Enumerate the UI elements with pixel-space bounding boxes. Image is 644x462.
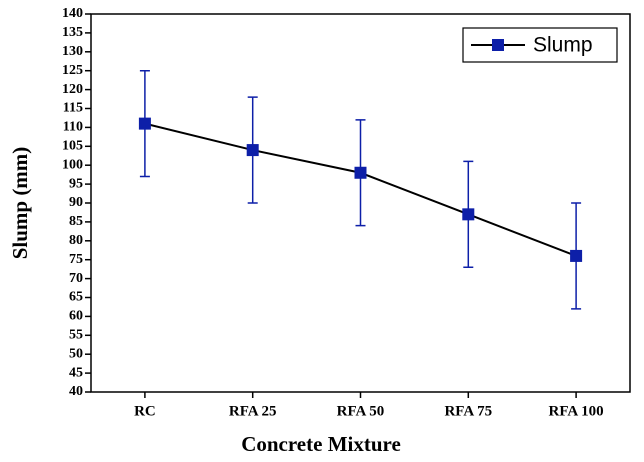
y-axis-label: Slump (mm) [8,147,32,260]
y-tick-label: 120 [62,82,83,97]
data-marker [138,117,151,130]
data-marker [354,166,367,179]
y-tick-label: 140 [62,6,83,21]
x-tick-label: RFA 25 [229,403,277,419]
y-tick-label: 85 [69,214,83,229]
x-tick-label: RFA 75 [444,403,492,419]
x-tick-label: RFA 100 [549,403,604,419]
y-tick-label: 50 [69,346,83,361]
y-tick-label: 40 [69,384,83,399]
y-tick-label: 90 [69,195,83,210]
y-tick-label: 105 [62,139,83,154]
y-tick-label: 80 [69,233,83,248]
x-tick-label: RC [134,403,156,419]
data-marker [246,144,259,157]
data-marker [462,208,475,221]
legend-marker [492,39,504,51]
y-tick-label: 130 [62,44,83,59]
y-tick-label: 115 [63,101,83,116]
y-tick-label: 65 [69,290,83,305]
y-tick-label: 60 [69,309,83,324]
y-tick-label: 45 [69,365,83,380]
y-tick-label: 70 [69,271,83,286]
y-tick-label: 100 [62,157,83,172]
x-tick-label: RFA 50 [337,403,385,419]
x-axis-label: Concrete Mixture [241,432,401,456]
y-tick-label: 125 [62,63,83,78]
data-marker [570,249,583,262]
legend-label: Slump [533,34,593,57]
y-tick-label: 95 [69,176,83,191]
y-tick-label: 55 [69,328,83,343]
y-tick-label: 75 [69,252,83,267]
y-tick-label: 135 [62,25,83,40]
y-tick-label: 110 [63,120,83,135]
